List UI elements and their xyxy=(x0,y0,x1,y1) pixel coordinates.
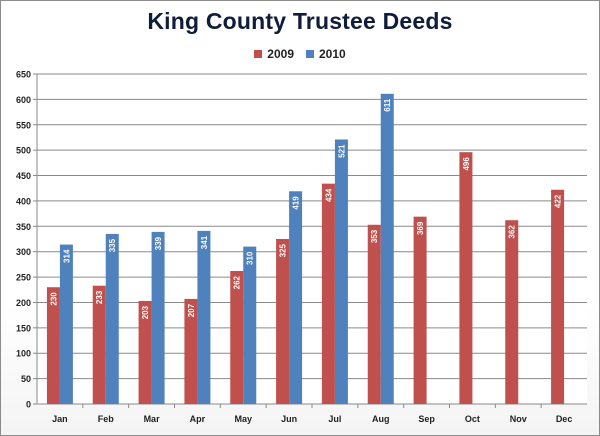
y-tick-label: 550 xyxy=(16,120,31,130)
y-tick-label: 100 xyxy=(16,349,31,359)
data-label-2010-may: 310 xyxy=(246,251,255,265)
bar-2010-feb xyxy=(105,233,119,404)
x-tick-label: Dec xyxy=(556,414,573,424)
y-tick-label: 0 xyxy=(26,400,31,410)
bar-2009-dec xyxy=(551,189,565,404)
bar-2009-jan xyxy=(46,287,60,404)
bar-2009-oct xyxy=(459,152,473,404)
y-tick-label: 200 xyxy=(16,298,31,308)
x-tick-label: Jun xyxy=(281,414,297,424)
data-label-2009-mar: 203 xyxy=(141,305,150,319)
plot-area xyxy=(37,74,587,404)
y-tick-label: 600 xyxy=(16,95,31,105)
data-label-2009-may: 262 xyxy=(233,275,242,289)
legend-swatch-2009 xyxy=(254,50,263,58)
chart-legend: 2009 2010 xyxy=(0,47,600,61)
data-label-2010-jul: 521 xyxy=(337,144,346,158)
data-label-2010-jan: 314 xyxy=(62,249,71,263)
data-label-2009-apr: 207 xyxy=(187,303,196,317)
y-tick-label: 50 xyxy=(21,374,31,384)
x-tick-label: Feb xyxy=(98,414,115,424)
legend-item-2010: 2010 xyxy=(306,47,346,61)
x-tick-label: Sep xyxy=(418,414,435,424)
y-tick-label: 450 xyxy=(16,171,31,181)
data-label-2009-dec: 422 xyxy=(554,194,563,208)
bar-2009-jul xyxy=(321,183,335,404)
bar-2010-jun xyxy=(289,191,303,404)
bar-2010-jul xyxy=(334,139,348,404)
data-label-2010-aug: 611 xyxy=(383,98,392,111)
bar-2009-may xyxy=(230,270,244,404)
legend-label-2009: 2009 xyxy=(267,47,294,61)
data-label-2009-nov: 362 xyxy=(508,225,517,239)
y-tick-label: 650 xyxy=(16,70,31,80)
x-tick-label: Mar xyxy=(144,414,161,424)
x-tick-label: Oct xyxy=(465,414,480,424)
data-label-2010-apr: 341 xyxy=(200,235,209,249)
legend-label-2010: 2010 xyxy=(319,47,346,61)
legend-swatch-2010 xyxy=(306,50,314,58)
bar-2009-feb xyxy=(92,285,106,404)
data-label-2009-sep: 369 xyxy=(416,221,425,235)
x-tick-label: Jul xyxy=(328,414,341,424)
y-tick-label: 350 xyxy=(16,222,31,232)
y-tick-label: 500 xyxy=(16,146,31,156)
bar-2009-nov xyxy=(505,220,519,404)
y-tick-label: 300 xyxy=(16,247,31,257)
y-tick-label: 400 xyxy=(16,196,31,206)
data-label-2009-jun: 325 xyxy=(279,243,288,257)
x-tick-label: Aug xyxy=(372,414,390,424)
bar-2010-aug xyxy=(380,93,394,405)
bar-2010-apr xyxy=(197,230,211,404)
data-label-2009-aug: 353 xyxy=(370,229,379,243)
bar-2010-jan xyxy=(59,244,73,404)
data-label-2009-feb: 233 xyxy=(95,290,104,304)
data-label-2009-jan: 230 xyxy=(49,292,58,306)
bar-2009-sep xyxy=(413,216,427,404)
data-label-2010-feb: 335 xyxy=(108,238,117,252)
bar-2009-mar xyxy=(138,300,152,404)
y-tick-label: 250 xyxy=(16,273,31,283)
bar-2010-mar xyxy=(151,231,165,404)
data-label-2010-jun: 419 xyxy=(292,196,301,210)
x-tick-label: Apr xyxy=(190,414,206,424)
x-tick-label: Nov xyxy=(510,414,527,424)
legend-item-2009: 2009 xyxy=(254,47,294,61)
bar-2010-may xyxy=(243,246,257,404)
chart-title: King County Trustee Deeds xyxy=(147,8,453,34)
bar-2009-jun xyxy=(276,239,290,404)
x-tick-label: Jan xyxy=(52,414,68,424)
data-label-2010-mar: 339 xyxy=(154,236,163,250)
data-label-2009-oct: 496 xyxy=(462,157,471,171)
data-label-2009-jul: 434 xyxy=(324,188,333,202)
bar-2009-apr xyxy=(184,298,198,404)
y-tick-label: 150 xyxy=(16,323,31,333)
x-tick-label: May xyxy=(234,414,252,424)
bar-2009-aug xyxy=(367,224,381,404)
